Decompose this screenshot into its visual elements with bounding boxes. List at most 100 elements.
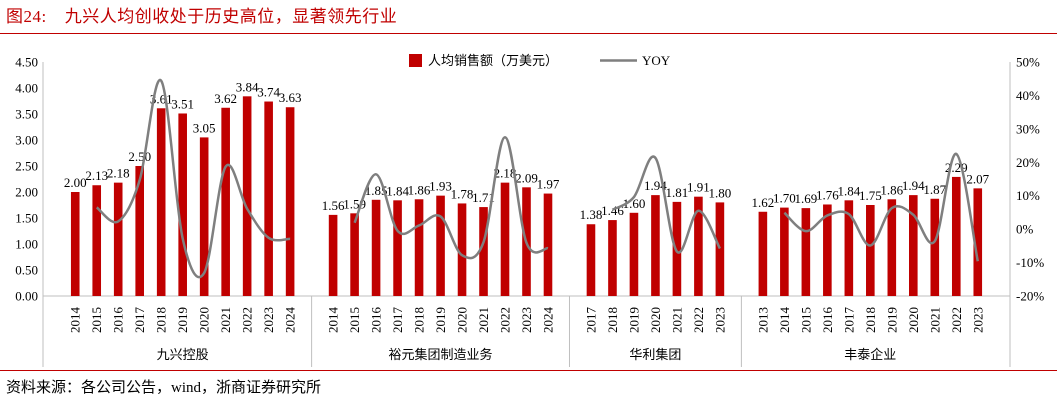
x-axis-groups: 九兴控股 裕元集团制造业务 华利集团 丰泰企业 (42, 296, 1011, 367)
y-right-tick-label: 40% (1016, 88, 1040, 103)
bar (586, 224, 596, 296)
x-tick-label: 2024 (540, 307, 555, 334)
y-left-tick-label: 3.00 (15, 133, 38, 148)
figure-title: 图24: 九兴人均创收处于历史高位，显著领先行业 (6, 2, 397, 27)
bar (543, 193, 553, 296)
source-note: 资料来源：各公司公告，wind，浙商证券研究所 (6, 380, 322, 396)
bar-value-label: 2.13 (85, 168, 108, 183)
bar (694, 196, 703, 296)
y-right-tick-label: 30% (1016, 121, 1040, 136)
bar-value-label: 1.71 (472, 190, 495, 205)
bar (780, 207, 789, 296)
bar-value-label: 2.00 (64, 175, 87, 190)
title-rule (0, 33, 1057, 34)
y-right-tick-label: 0% (1016, 222, 1034, 237)
bar (909, 195, 918, 296)
legend-line-label: YOY (642, 53, 671, 68)
bar-value-label: 2.50 (128, 149, 151, 164)
legend-bar-label: 人均销售额（万美元） (428, 53, 558, 68)
x-tick-label: 2020 (648, 307, 663, 333)
bar-value-label: 1.81 (666, 185, 689, 200)
x-tick-label: 2023 (970, 307, 985, 333)
bar (758, 211, 768, 296)
x-tick-label: 2019 (433, 307, 448, 333)
bar (70, 192, 80, 296)
x-tick-label: 2018 (412, 307, 427, 333)
bar (500, 182, 510, 296)
bar-value-label: 2.09 (515, 170, 538, 185)
bar-value-label: 1.97 (537, 177, 560, 192)
x-tick-label: 2020 (197, 307, 212, 333)
x-tick-label: 2018 (863, 307, 878, 333)
bar-value-label: 1.84 (837, 183, 860, 198)
x-tick-label: 2022 (240, 307, 255, 333)
group-label: 华利集团 (629, 347, 681, 362)
x-tick-label: 2021 (927, 307, 942, 333)
x-tick-label: 2022 (498, 307, 513, 333)
bar-value-label: 3.63 (279, 90, 302, 105)
bar (156, 108, 166, 296)
x-tick-label: 2014 (68, 307, 83, 334)
bar (285, 107, 295, 297)
y-left-tick-label: 1.00 (15, 237, 38, 252)
y-axis-left: 0.00 0.50 1.00 1.50 2.00 2.50 3.00 3.50 4.00 4.50 (15, 55, 38, 304)
x-tick-label: 2016 (111, 307, 126, 334)
bar (479, 207, 488, 296)
bar (371, 199, 381, 296)
x-tick-label: 2021 (476, 307, 491, 333)
bar-value-label: 3.62 (214, 91, 237, 106)
footer-rule (0, 370, 1057, 371)
group-label: 裕元集团制造业务 (389, 347, 493, 362)
legend-bar-swatch (409, 54, 422, 67)
bar-value-label: 1.93 (429, 179, 452, 194)
bar-value-label: 1.76 (816, 187, 839, 202)
x-axis: 2014 2015 2016 2017 2018 2019 2020 2021 2022 2023… (68, 307, 986, 334)
x-tick-label: 2022 (691, 307, 706, 333)
x-tick-label: 2020 (906, 307, 921, 333)
bar (801, 208, 811, 296)
bar-value-label: 1.62 (752, 195, 775, 210)
bar (672, 201, 682, 296)
bar (328, 214, 338, 296)
bar-value-label: 1.84 (386, 183, 409, 198)
bar (178, 113, 187, 296)
bar-value-label: 1.69 (794, 191, 817, 206)
x-tick-label: 2015 (798, 307, 813, 333)
x-tick-label: 2017 (583, 307, 598, 334)
x-tick-label: 2019 (884, 307, 899, 333)
bar-value-label: 3.74 (257, 85, 280, 100)
x-tick-label: 2022 (949, 307, 964, 333)
bar-value-label: 1.78 (451, 186, 474, 201)
x-tick-label: 2021 (669, 307, 684, 333)
bar (242, 96, 252, 296)
x-tick-label: 2015 (89, 307, 104, 333)
bar (844, 200, 854, 296)
group-label: 丰泰企业 (844, 347, 896, 362)
x-tick-label: 2015 (347, 307, 362, 333)
bar (887, 199, 897, 296)
bar-value-label: 1.80 (709, 185, 732, 200)
y-left-tick-label: 0.50 (15, 263, 38, 278)
bar-value-label: 3.84 (236, 79, 259, 94)
x-tick-label: 2018 (605, 307, 620, 333)
x-tick-label: 2017 (841, 307, 856, 334)
bar-value-label: 2.07 (966, 171, 989, 186)
x-tick-label: 2017 (132, 307, 147, 334)
bar-value-label: 1.86 (880, 182, 903, 197)
y-right-tick-label: -20% (1016, 289, 1044, 304)
y-left-tick-label: 2.00 (15, 185, 38, 200)
bar-value-label: 1.38 (580, 207, 603, 222)
bar (651, 195, 660, 296)
bar-value-label: 1.60 (623, 196, 646, 211)
x-tick-label: 2013 (755, 307, 770, 333)
bar (930, 198, 940, 296)
bar-value-label: 3.05 (193, 120, 216, 135)
bar-value-label: 2.18 (494, 166, 517, 181)
bar (866, 205, 875, 296)
x-tick-label: 2016 (369, 307, 384, 334)
yoy-line (611, 155, 722, 254)
chart-area: 人均销售额（万美元） YOY 0.00 0.50 1.00 1.50 2.00 2.50 3… (15, 53, 1044, 367)
bar-value-label: 1.70 (773, 191, 796, 206)
bar (629, 212, 639, 296)
bar-value-label: 3.51 (171, 96, 194, 111)
